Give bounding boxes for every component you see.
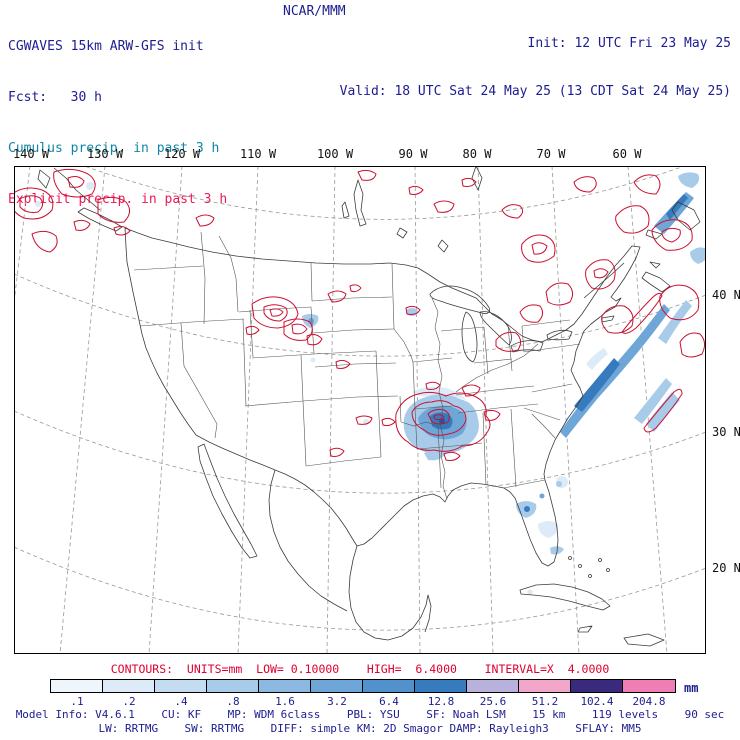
lon-label: 130 W (86, 147, 124, 161)
lake-huron (479, 311, 512, 346)
colorbar-cell (311, 680, 363, 692)
nova-scotia (641, 271, 671, 293)
cuba (519, 583, 611, 611)
colorbar-tick-label: 6.4 (379, 695, 399, 708)
model-config-line2: LW: RRTMG SW: RRTMG DIFF: simple KM: 2D … (98, 722, 642, 735)
lon-label: 70 W (536, 147, 566, 161)
colorbar-tick-label: 3.2 (327, 695, 347, 708)
org-label: NCAR/MMM (283, 4, 346, 19)
lake-ontario (546, 329, 573, 341)
lat-label: 30 N (712, 425, 740, 439)
colorbar-tick-label: 12.8 (427, 695, 455, 708)
newfoundland (671, 201, 701, 231)
vancouver-island (77, 207, 123, 232)
colorbar-tick-label: 1.6 (275, 695, 295, 708)
longitude-axis: 140 W 130 W 120 W 110 W 100 W 90 W 80 W … (12, 147, 706, 162)
colorbar-tick-label: .2 (122, 695, 136, 708)
map-border (14, 166, 706, 654)
state-boundaries (133, 231, 581, 500)
lon-label: 90 W (398, 147, 428, 161)
colorbar-cell (571, 680, 623, 692)
contour-info: CONTOURS: UNITS=mm LOW= 0.10000 HIGH= 6.… (110, 662, 610, 676)
colorbar-cell (467, 680, 519, 692)
colorbar-tick-label: .4 (174, 695, 188, 708)
header-right: Init: 12 UTC Fri 23 May 25 Valid: 18 UTC… (340, 4, 731, 116)
lon-label: 110 W (239, 147, 277, 161)
lake-superior (429, 285, 490, 314)
colorbar-tick-label: 204.8 (632, 695, 666, 708)
header-left: CGWAVES 15km ARW-GFS init Fcst: 30 h Cum… (8, 4, 227, 225)
init-time: Init: 12 UTC Fri 23 May 25 (527, 36, 732, 51)
colorbar-cell (519, 680, 571, 692)
colorbar-cell (259, 680, 311, 692)
forecast-hour: Fcst: 30 h (8, 90, 102, 105)
lake-michigan (461, 311, 478, 363)
baja-california (197, 443, 258, 559)
field-label-cumulus: Cumulus precip. in past 3 h (8, 141, 220, 156)
field-label-explicit: Explicit precip. in past 3 h (8, 192, 228, 207)
lake-winnipeg (353, 179, 367, 227)
mexico-gulf-coast (348, 545, 432, 641)
colorbar-tick-label: 25.6 (479, 695, 507, 708)
st-lawrence (583, 262, 625, 299)
cumulus-precip-contours (14, 168, 706, 461)
lat-label: 20 N (712, 561, 740, 575)
map-canvas (14, 166, 706, 654)
colorbar-tick-label: .8 (226, 695, 240, 708)
hispaniola (623, 633, 665, 647)
colorbar-cell (207, 680, 259, 692)
colorbar-cell (155, 680, 207, 692)
valid-time: Valid: 18 UTC Sat 24 May 25 (13 CDT Sat … (339, 84, 731, 99)
graticule (14, 166, 706, 654)
colorbar-tick-label: 102.4 (580, 695, 614, 708)
colorbar-cell (103, 680, 155, 692)
lon-label: 120 W (163, 147, 201, 161)
model-title: CGWAVES 15km ARW-GFS init (8, 39, 204, 54)
colorbar-cell (363, 680, 415, 692)
lon-label: 140 W (12, 147, 50, 161)
coastlines-borders (37, 166, 701, 647)
lat-label: 40 N (712, 288, 740, 302)
lake-erie (510, 340, 544, 353)
lon-label: 100 W (316, 147, 354, 161)
colorbar-labels: .1 .2 .4 .8 1.6 3.2 6.4 12.8 25.6 51.2 102.4 204.8 (50, 695, 676, 708)
colorbar-cell (415, 680, 467, 692)
map-frame (14, 166, 706, 654)
lon-label: 60 W (612, 147, 642, 161)
colorbar-cell (51, 680, 103, 692)
model-config-line1: Model Info: V4.6.1 CU: KF MP: WDM 6class… (15, 708, 725, 721)
mexico-west-coast (268, 469, 348, 612)
colorbar-tick-label: 51.2 (531, 695, 559, 708)
colorbar (50, 679, 676, 693)
colorbar-tick-label: .1 (70, 695, 84, 708)
lon-label: 80 W (462, 147, 492, 161)
explicit-precip-shading (35, 172, 706, 595)
colorbar-cell (623, 680, 675, 692)
us-outline (124, 227, 641, 567)
colorbar-unit: mm (684, 681, 699, 695)
